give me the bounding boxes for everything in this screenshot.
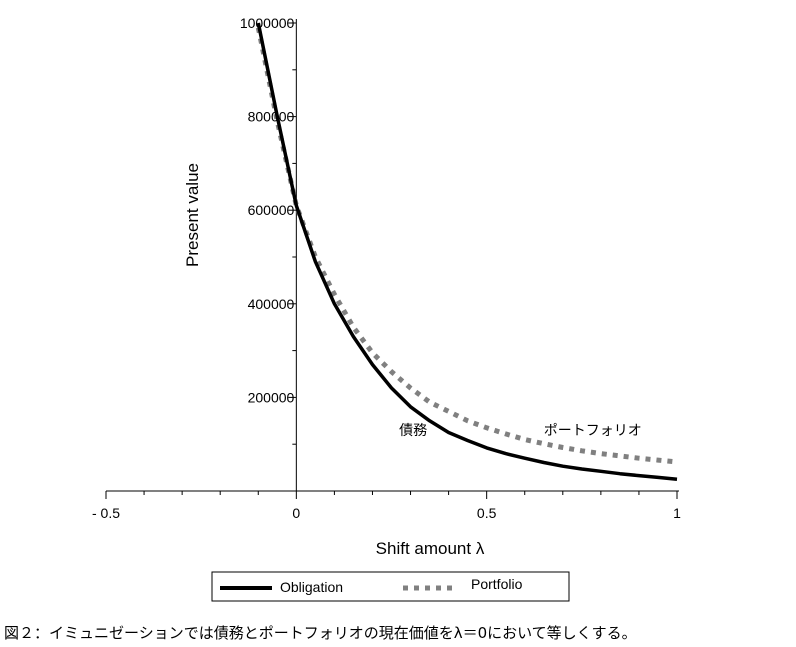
y-tick-label: 200000 <box>248 389 295 405</box>
y-tick-label: 600000 <box>248 202 295 218</box>
ticks <box>105 22 678 499</box>
x-tick-label: - 0.5 <box>92 505 120 521</box>
y-axis-title: Present value <box>183 163 202 267</box>
curve-annotation: ポートフォリオ <box>544 423 642 439</box>
x-axis-title: Shift amount λ <box>376 539 485 558</box>
y-tick-label: 1000000 <box>240 15 295 31</box>
y-tick-label: 800000 <box>248 109 295 125</box>
x-tick-label: 1 <box>673 505 681 521</box>
annotations: 債務 ポートフォリオ <box>399 423 642 439</box>
curve-annotation: 債務 <box>399 423 427 439</box>
legend-label-portfolio: Portfolio <box>471 576 523 592</box>
series-line-portfolio <box>255 27 678 465</box>
series-line-obligation <box>256 22 678 482</box>
x-tick-label: 0 <box>292 505 300 521</box>
legend: Obligation Portfolio <box>211 571 570 602</box>
axes <box>106 19 679 492</box>
tick-labels: - 0.5 0 0.5 1 200000 400000 600000 800000 100000… <box>92 15 681 521</box>
figure-caption: 図２：イミュニゼーションでは債務とポートフォリオの現在価値をλ＝0において等しく… <box>4 624 637 642</box>
legend-label-obligation: Obligation <box>280 579 343 595</box>
series <box>255 22 678 482</box>
x-tick-label: 0.5 <box>477 505 497 521</box>
y-tick-label: 400000 <box>248 296 295 312</box>
